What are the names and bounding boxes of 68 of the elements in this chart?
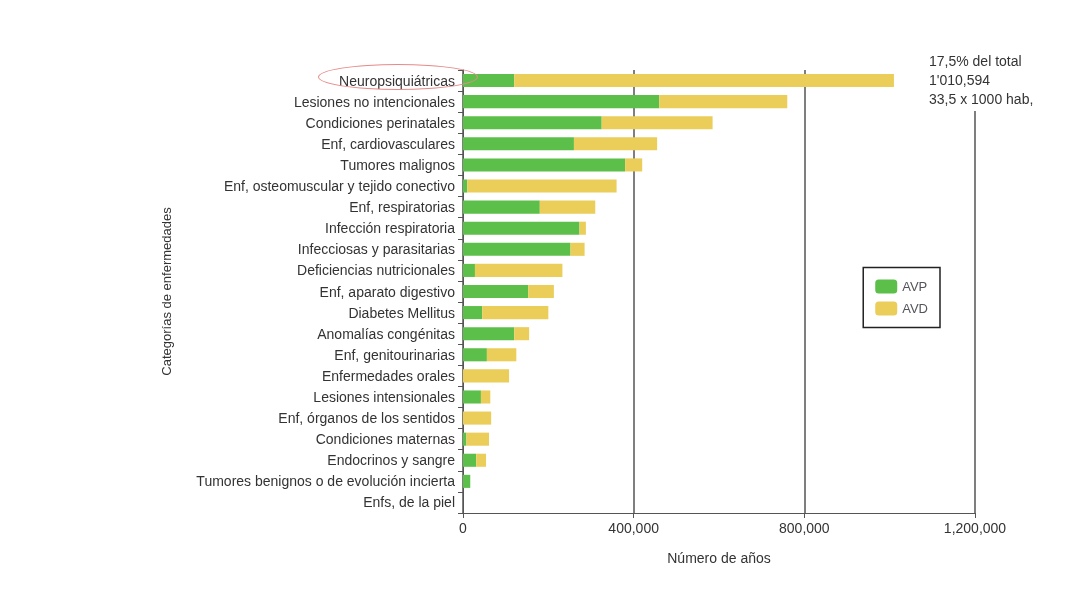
y-tick-label: Enf, cardiovasculares bbox=[321, 135, 455, 152]
y-tick-label: Tumores malignos bbox=[340, 156, 455, 173]
y-tick-label: Enfermedades orales bbox=[321, 367, 455, 384]
y-tick-label: Infecciosas y parasitarias bbox=[297, 241, 455, 258]
bar bbox=[514, 74, 894, 88]
y-tick-label: Condiciones perinatales bbox=[305, 114, 455, 131]
bar bbox=[463, 284, 529, 299]
bar bbox=[528, 284, 554, 299]
y-tick-label: Condiciones maternas bbox=[315, 431, 455, 448]
bar bbox=[480, 390, 491, 404]
bar bbox=[570, 242, 585, 256]
x-tick-label: 0 bbox=[459, 520, 468, 536]
bar bbox=[463, 95, 660, 109]
legend-label: AVD bbox=[902, 301, 928, 316]
bar bbox=[463, 221, 580, 235]
y-tick-label: Lesiones no intencionales bbox=[293, 93, 455, 110]
bar bbox=[463, 369, 510, 383]
bar bbox=[573, 137, 658, 151]
bar bbox=[579, 221, 586, 235]
y-tick-label: Deficiencias nutricionales bbox=[297, 262, 455, 279]
y-axis-title: Categorías de enfermedades bbox=[159, 206, 174, 376]
bar bbox=[539, 200, 596, 214]
legend-label: AVP bbox=[902, 279, 928, 294]
x-tick-label: 1,200,000 bbox=[943, 520, 1007, 536]
bar bbox=[463, 348, 487, 362]
bar bbox=[486, 348, 517, 362]
text: 17,5% del total bbox=[929, 52, 1023, 71]
annotation: 1'010,594 bbox=[929, 71, 992, 90]
x-axis-title: Número de años bbox=[667, 550, 771, 566]
bar bbox=[463, 242, 571, 256]
bar bbox=[463, 137, 574, 151]
bar bbox=[463, 453, 477, 467]
bar bbox=[463, 74, 515, 88]
y-tick-label: Enf, aparato digestivo bbox=[319, 283, 456, 300]
bar bbox=[476, 453, 487, 467]
y-tick-label: Tumores benignos o de evolución incierta bbox=[196, 473, 456, 490]
y-tick-label: Endocrinos y sangre bbox=[327, 452, 456, 469]
y-tick-label: Enf, respiratorias bbox=[349, 199, 455, 216]
y-tick-label: Infección respiratoria bbox=[325, 220, 456, 237]
bar bbox=[625, 158, 643, 172]
bar bbox=[474, 263, 563, 277]
x-tick-label: 400,000 bbox=[608, 520, 660, 536]
bar bbox=[463, 263, 475, 277]
y-tick-label: Diabetes Mellitus bbox=[348, 304, 455, 321]
bar bbox=[463, 327, 515, 341]
bar bbox=[601, 116, 713, 130]
y-tick-label: Enf, osteomuscular y tejido conectivo bbox=[223, 178, 456, 195]
y-tick-label: Anomalías congénitas bbox=[317, 325, 455, 342]
y-tick-label: Lesiones intensionales bbox=[313, 388, 455, 405]
y-tick-label: Neuropsiquiátricas bbox=[339, 72, 455, 89]
bar bbox=[463, 158, 626, 172]
bar bbox=[482, 306, 549, 320]
bar bbox=[659, 95, 788, 109]
annotation: 33,5 x 1000 hab, bbox=[929, 90, 1034, 109]
x-tick-label: 800,000 bbox=[779, 520, 830, 536]
bar bbox=[463, 411, 492, 425]
bar bbox=[463, 474, 471, 488]
y-tick-label: Enfs, de la piel bbox=[363, 494, 455, 511]
y-tick-label: Enf, órganos de los sentidos bbox=[278, 410, 455, 427]
bar bbox=[463, 200, 540, 214]
bar bbox=[466, 432, 490, 446]
bar bbox=[463, 116, 602, 130]
bar bbox=[463, 179, 468, 193]
y-tick-label: Enf, genitourinarias bbox=[334, 346, 455, 363]
bar bbox=[514, 327, 530, 341]
bar bbox=[463, 306, 483, 320]
bar bbox=[463, 390, 481, 404]
bar bbox=[467, 179, 617, 193]
